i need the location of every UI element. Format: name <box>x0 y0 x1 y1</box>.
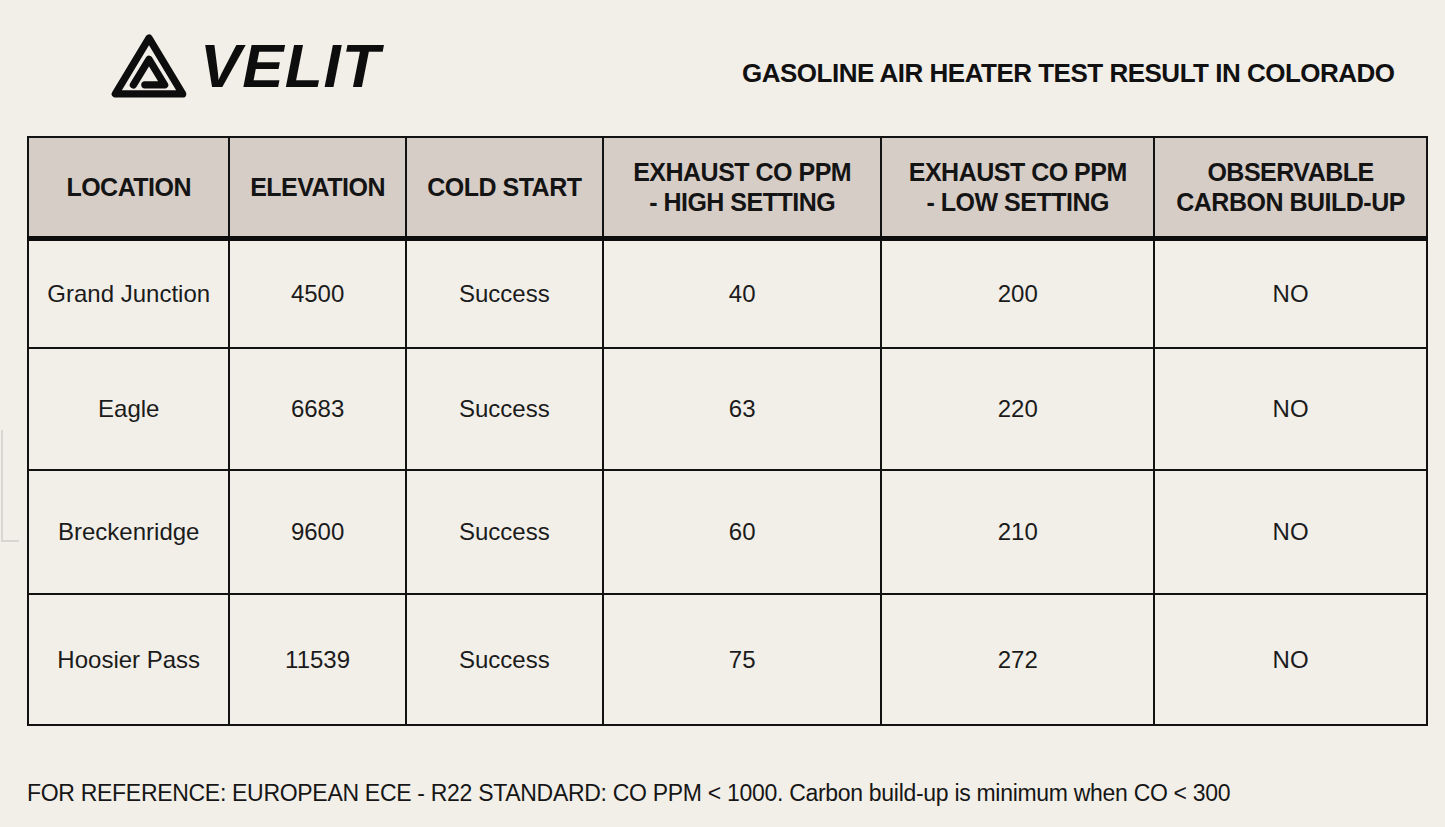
table-cell: 11539 <box>229 594 405 725</box>
table-cell: 6683 <box>229 348 405 470</box>
page-title: GASOLINE AIR HEATER TEST RESULT IN COLOR… <box>742 58 1362 89</box>
table-cell: 4500 <box>229 238 405 348</box>
table-header-row: LOCATIONELEVATIONCOLD STARTEXHAUST CO PP… <box>28 137 1427 238</box>
table-cell: Eagle <box>28 348 229 470</box>
table-cell: 75 <box>603 594 881 725</box>
table-cell: 63 <box>603 348 881 470</box>
column-header: COLD START <box>406 137 603 238</box>
table-cell: Success <box>406 470 603 594</box>
column-header: LOCATION <box>28 137 229 238</box>
table-row: Breckenridge9600Success60210NO <box>28 470 1427 594</box>
table-cell: NO <box>1154 238 1427 348</box>
table-cell: 210 <box>881 470 1154 594</box>
table-cell: NO <box>1154 348 1427 470</box>
velit-logo: VELIT <box>108 30 395 102</box>
table-row: Grand Junction4500Success40200NO <box>28 238 1427 348</box>
column-header: EXHAUST CO PPM - LOW SETTING <box>881 137 1154 238</box>
table-cell: 9600 <box>229 470 405 594</box>
column-header: EXHAUST CO PPM - HIGH SETTING <box>603 137 881 238</box>
table-cell: Breckenridge <box>28 470 229 594</box>
table-row: Eagle6683Success63220NO <box>28 348 1427 470</box>
brand-name: VELIT <box>200 35 395 97</box>
table-cell: Success <box>406 348 603 470</box>
header-band: VELIT GASOLINE AIR HEATER TEST RESULT IN… <box>0 0 1445 136</box>
reference-note: FOR REFERENCE: EUROPEAN ECE - R22 STANDA… <box>27 780 1230 807</box>
table-cell: NO <box>1154 594 1427 725</box>
column-header: OBSERVABLE CARBON BUILD-UP <box>1154 137 1427 238</box>
table-cell: 272 <box>881 594 1154 725</box>
table-cell: Success <box>406 594 603 725</box>
table-row: Hoosier Pass11539Success75272NO <box>28 594 1427 725</box>
page-edge-artifact <box>1 430 3 542</box>
table-cell: NO <box>1154 470 1427 594</box>
table-cell: 220 <box>881 348 1154 470</box>
document-page: VELIT GASOLINE AIR HEATER TEST RESULT IN… <box>0 0 1445 827</box>
test-results-table: LOCATIONELEVATIONCOLD STARTEXHAUST CO PP… <box>27 136 1428 726</box>
column-header: ELEVATION <box>229 137 405 238</box>
triangle-mountain-icon <box>108 30 190 102</box>
table-cell: Hoosier Pass <box>28 594 229 725</box>
table-cell: 200 <box>881 238 1154 348</box>
table-cell: Grand Junction <box>28 238 229 348</box>
table-cell: 40 <box>603 238 881 348</box>
table-cell: 60 <box>603 470 881 594</box>
table-cell: Success <box>406 238 603 348</box>
